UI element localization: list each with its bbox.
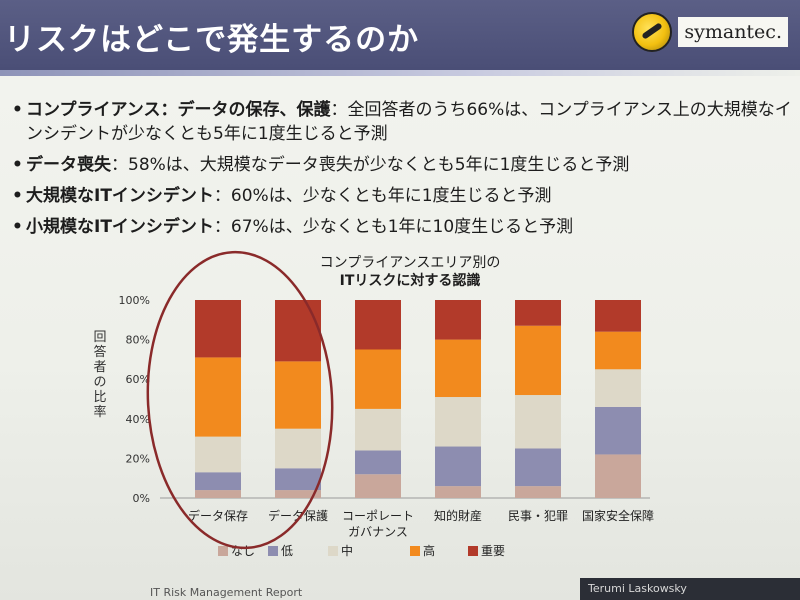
chart-title-line2: ITリスクに対する認識 [339,273,481,289]
x-tick-label: 知的財産 [434,508,482,523]
x-tick-label: ガバナンス [348,525,408,539]
legend-label: 中 [341,543,353,558]
x-tick-label: 国家安全保障 [582,508,654,523]
bar-segment-なし [355,474,401,498]
bar-segment-なし [435,486,481,498]
bullet-heading: 大規模なITインシデント [26,186,214,206]
y-tick-label: 20% [126,452,150,465]
y-axis-label: 回答者の比率 [93,330,107,420]
header-accent-line [0,70,800,76]
bullet-heading: 小規模なITインシデント [26,217,214,237]
y-tick-label: 40% [126,413,150,426]
bullet-list: コンプライアンス：データの保存、保護：全回答者のうち66%は、コンプライアンス上… [12,98,792,246]
bar-segment-高 [195,357,241,437]
chart-title: コンプライアンスエリア別の ITリスクに対する認識 [250,254,570,290]
y-tick-label: 0% [133,492,150,505]
bar-segment-中 [195,436,241,473]
annotation-ellipse [146,250,334,550]
x-tick-label: 民事・犯罪 [508,509,568,523]
bullet-item: 大規模なITインシデント：60%は、少なくとも年に1度生じると予測 [12,184,792,208]
bar-segment-重要 [355,300,401,350]
bullet-item: データ喪失：58%は、大規模なデータ喪失が少なくとも5年に1度生じると予測 [12,153,792,177]
legend-label: 高 [423,543,435,558]
x-tick-label: コーポレート [342,509,414,523]
x-tick-label: データ保存 [188,508,248,523]
legend-swatch [468,546,478,556]
bar-segment-高 [435,339,481,398]
bullet-text: ：67%は、少なくとも1年に10度生じると予測 [213,217,574,237]
title-bar: リスクはどこで発生するのか symantec. [0,0,800,70]
logo-text: symantec. [678,17,788,47]
bar-segment-高 [515,325,561,396]
y-tick-label: 60% [126,373,150,386]
bar-segment-中 [355,408,401,451]
bar-segment-なし [595,454,641,498]
bullet-text: ：60%は、少なくとも年に1度生じると予測 [213,186,552,206]
bullet-heading: コンプライアンス：データの保存、保護 [26,100,331,120]
legend-label: 重要 [481,544,505,558]
bar-segment-低 [355,450,401,475]
bar-segment-中 [515,395,561,449]
bar-segment-高 [355,349,401,409]
bar-segment-低 [195,472,241,491]
legend-swatch [410,546,420,556]
bar-segment-重要 [275,300,321,362]
bar-segment-高 [595,331,641,370]
bar-segment-中 [595,369,641,407]
bullet-item: 小規模なITインシデント：67%は、少なくとも1年に10度生じると予測 [12,215,792,239]
symantec-logo: symantec. [632,12,788,52]
legend-label: 低 [281,544,293,558]
symantec-logo-icon [632,12,673,52]
bar-segment-重要 [435,300,481,340]
bar-segment-重要 [515,300,561,326]
bar-segment-低 [275,468,321,491]
footer-presenter: Terumi Laskowsky [580,578,800,600]
bar-segment-低 [515,448,561,487]
bar-segment-低 [435,446,481,487]
bar-segment-なし [195,490,241,498]
bullet-item: コンプライアンス：データの保存、保護：全回答者のうち66%は、コンプライアンス上… [12,98,792,146]
bullet-text: ：全回答者のうち66%は、コンプライアンス上の大規模なインシデントが少なくとも5… [26,100,792,144]
bullet-heading: データ喪失 [26,155,111,175]
footer-report-name: IT Risk Management Report [150,586,303,599]
y-tick-label: 100% [119,294,150,307]
chart-title-line1: コンプライアンスエリア別の [319,255,501,271]
bullet-text: ：58%は、大規模なデータ喪失が少なくとも5年に1度生じると予測 [111,155,630,175]
bar-segment-高 [275,361,321,429]
legend-swatch [218,546,228,556]
bar-segment-中 [275,428,321,469]
legend-swatch [328,546,338,556]
legend-swatch [268,546,278,556]
x-tick-label: データ保護 [268,508,328,523]
y-tick-label: 80% [126,334,150,347]
bar-segment-なし [275,490,321,498]
bar-segment-低 [595,406,641,455]
bar-segment-なし [515,486,561,498]
slide-title: リスクはどこで発生するのか [4,22,420,58]
bar-segment-重要 [195,300,241,358]
bar-segment-重要 [595,300,641,332]
bar-segment-中 [435,397,481,447]
